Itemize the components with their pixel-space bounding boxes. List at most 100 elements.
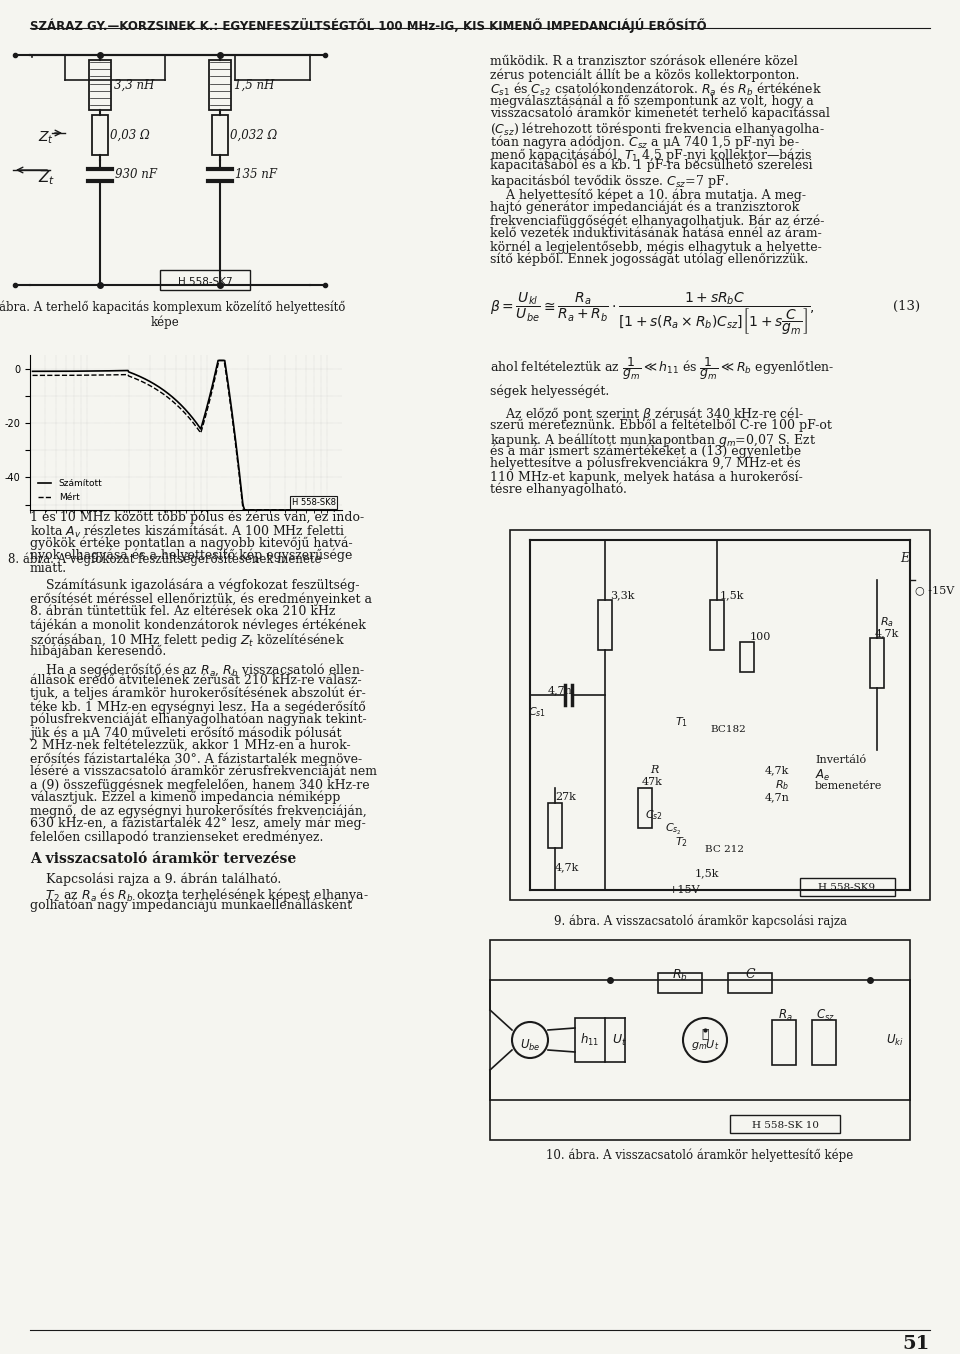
Text: $R_a$: $R_a$ — [880, 615, 894, 628]
Számított — [27, 363, 38, 379]
Text: állások eredő átvitelének zérusát 210 kHz-re válasz-: állások eredő átvitelének zérusát 210 kH… — [30, 674, 362, 686]
Text: H 558-SK7: H 558-SK7 — [178, 278, 232, 287]
Text: ①: ① — [701, 1029, 708, 1041]
Mért — [274, 502, 285, 519]
Text: golhatóan nagy impedanciájú munkaellenállásként: golhatóan nagy impedanciájú munkaellenál… — [30, 899, 352, 913]
Text: kapunk. A beállított munkapontban $g_m$=0,07 S. Ezt: kapunk. A beállított munkapontban $g_m$=… — [490, 431, 816, 450]
Text: bemenetére: bemenetére — [815, 781, 882, 791]
Text: $R_a$: $R_a$ — [778, 1007, 792, 1024]
Bar — [728, 974, 772, 992]
Text: 1,5k: 1,5k — [695, 868, 719, 877]
Text: léséré a visszacsatoló áramkör zérusfrekvenciáját nem: léséré a visszacsatoló áramkör zérusfrek… — [30, 765, 377, 779]
Text: $T_2$ az $R_a$ és $R_b$ okozta terhelésének képest elhanya-: $T_2$ az $R_a$ és $R_b$ okozta terhelésé… — [30, 886, 369, 904]
Text: H 558-SK 10: H 558-SK 10 — [752, 1121, 819, 1129]
Text: 8. ábra. A végfokozat feszültségerősítésének menete: 8. ábra. A végfokozat feszültségerősítés… — [9, 552, 322, 566]
Text: 4,7k: 4,7k — [765, 765, 789, 774]
Text: 0,032 Ω: 0,032 Ω — [230, 129, 277, 142]
Text: 1,5 nH: 1,5 nH — [234, 79, 275, 92]
Text: tésre elhanyagolható.: tésre elhanyagolható. — [490, 483, 627, 497]
Text: +15V: +15V — [669, 886, 701, 895]
Text: $Z_t$: $Z_t$ — [38, 130, 54, 146]
Text: miatt.: miatt. — [30, 562, 67, 575]
Text: 4,7n: 4,7n — [765, 792, 790, 802]
Text: erősítés fázistartaléka 30°. A fázistartalék megnöve-: erősítés fázistartaléka 30°. A fázistart… — [30, 751, 362, 765]
Mért — [321, 502, 332, 519]
Bar — [740, 642, 754, 672]
Text: $C_{s1}$: $C_{s1}$ — [528, 705, 546, 719]
Text: működik. R a tranzisztor szórások ellenére közel: működik. R a tranzisztor szórások ellené… — [490, 56, 798, 68]
Text: ahol feltételeztük az $\dfrac{1}{g_m} \ll h_{11}$ és $\dfrac{1}{g_m} \ll R_b$ eg: ahol feltételeztük az $\dfrac{1}{g_m} \l… — [490, 355, 834, 382]
Text: pólusfrekvenciáját elhanyagolhatóan nagynak tekint-: pólusfrekvenciáját elhanyagolhatóan nagy… — [30, 714, 367, 727]
Text: megválasztásánál a fő szempontunk az volt, hogy a: megválasztásánál a fő szempontunk az vol… — [490, 93, 814, 107]
Bar — [638, 788, 652, 829]
Text: és a már ismert számértékeket a (13) egyenletbe: és a már ismert számértékeket a (13) egy… — [490, 444, 802, 458]
Text: választjuk. Ezzel a kimenő impedancia némiképp: választjuk. Ezzel a kimenő impedancia né… — [30, 791, 341, 804]
Bar — [772, 1020, 796, 1066]
Text: $C_{s1}$ és $C_{s2}$ csatolókondenzátorok. $R_a$ és $R_b$ értékének: $C_{s1}$ és $C_{s2}$ csatolókondenzátoro… — [490, 81, 822, 97]
Text: szórásában, 10 MHz felett pedig $Z_t$ közelítésének: szórásában, 10 MHz felett pedig $Z_t$ kö… — [30, 631, 345, 649]
Text: 1 és 10 MHz között több pólus és zérus van, ez indo-: 1 és 10 MHz között több pólus és zérus v… — [30, 510, 364, 524]
Text: $T_1$: $T_1$ — [675, 715, 688, 728]
Text: 9. ábra. A visszacsatoló áramkör kapcsolási rajza: 9. ábra. A visszacsatoló áramkör kapcsol… — [554, 915, 847, 929]
Text: BC182: BC182 — [710, 724, 746, 734]
Bar — [730, 1114, 840, 1133]
Text: $C_{s_2}$: $C_{s_2}$ — [665, 822, 682, 837]
Text: zérus potenciált állít be a közös kollektorponton.: zérus potenciált állít be a közös kollek… — [490, 68, 800, 81]
Text: 1,5k: 1,5k — [720, 590, 745, 600]
Text: $U_t$: $U_t$ — [612, 1033, 627, 1048]
Mért — [205, 387, 217, 403]
Text: menő kapacitásából, $T_1$ 4,5 pF-nyi kollektor—bázis: menő kapacitásából, $T_1$ 4,5 pF-nyi kol… — [490, 146, 812, 164]
Text: BC 212: BC 212 — [705, 845, 744, 854]
Text: $g_m U_t$: $g_m U_t$ — [691, 1039, 719, 1052]
Text: $R_b$: $R_b$ — [672, 968, 688, 983]
Text: 10. ábra. A visszacsatoló áramkör helyettesítő képe: 10. ábra. A visszacsatoló áramkör helyet… — [546, 1148, 853, 1162]
Text: sítő képből. Ennek jogosságát utólag ellenőrizzük.: sítő képből. Ennek jogosságát utólag ell… — [490, 253, 808, 267]
Számított — [326, 502, 338, 519]
Mért — [171, 397, 182, 413]
Text: 630 kHz-en, a fázistartalék 42° lesz, amely már meg-: 630 kHz-en, a fázistartalék 42° lesz, am… — [30, 816, 366, 830]
Text: C: C — [745, 968, 755, 982]
Text: E: E — [900, 552, 909, 565]
Text: (13): (13) — [893, 301, 920, 313]
Számított — [274, 502, 285, 519]
Text: kolta $A_v$ részletes kiszámítását. A 100 MHz feletti: kolta $A_v$ részletes kiszámítását. A 10… — [30, 523, 346, 540]
Text: jük és a μA 740 műveleti erősítő második pólusát: jük és a μA 740 műveleti erősítő második… — [30, 726, 342, 739]
Text: szerű méreteznünk. Ebből a feltételből C-re 100 pF-ot: szerű méreteznünk. Ebből a feltételből C… — [490, 418, 832, 432]
Mért — [326, 502, 338, 519]
Bar — [209, 60, 231, 110]
Text: 110 MHz-et kapunk, melyek hatása a hurokerősí-: 110 MHz-et kapunk, melyek hatása a hurok… — [490, 470, 803, 483]
Text: 27k: 27k — [555, 792, 576, 802]
Text: körnél a legjelentősebb, mégis elhagytuk a helyette-: körnél a legjelentősebb, mégis elhagytuk… — [490, 240, 822, 253]
Text: H 558-SK8: H 558-SK8 — [292, 498, 336, 506]
Text: tóan nagyra adódjon. $C_{sz}$ a μA 740 1,5 pF-nyi be-: tóan nagyra adódjon. $C_{sz}$ a μA 740 1… — [490, 133, 800, 152]
Bar — [212, 115, 228, 154]
Text: $T_2$: $T_2$ — [675, 835, 688, 849]
Text: 3,3k: 3,3k — [610, 590, 635, 600]
Text: ($C_{sz}$) létrehozott törésponti frekvencia elhanyagolha-: ($C_{sz}$) létrehozott törésponti frekve… — [490, 121, 825, 138]
Text: $A_e$: $A_e$ — [815, 768, 830, 783]
Text: visszacsatoló áramkör kimenetét terhelő kapacitással: visszacsatoló áramkör kimenetét terhelő … — [490, 107, 829, 121]
Text: hajtó generátor impedanciáját és a tranzisztorok: hajtó generátor impedanciáját és a tranz… — [490, 200, 800, 214]
Text: SZÁRAZ GY.—KORZSINEK K.: EGYENFESZÜLTSÉGTŐL 100 MHz-IG, KIS KIMENŐ IMPEDANCIÁJÚ : SZÁRAZ GY.—KORZSINEK K.: EGYENFESZÜLTSÉG… — [30, 18, 707, 32]
Bar — [160, 269, 250, 290]
Számított — [169, 391, 180, 408]
Text: $C_{s2}$: $C_{s2}$ — [645, 808, 663, 822]
Text: Az előző pont szerint $\beta$ zérusát 340 kHz-re cél-: Az előző pont szerint $\beta$ zérusát 34… — [490, 405, 804, 422]
Text: 3,3 nH: 3,3 nH — [114, 79, 155, 92]
Text: kapacitásából és a kb. 1 pF-ra becsülhető szerelési: kapacitásából és a kb. 1 pF-ra becsülhet… — [490, 158, 812, 172]
Bar — [510, 529, 930, 900]
Számított — [321, 502, 332, 519]
Text: Ha a segéderősítő és az $R_a$, $R_b$ visszacsatoló ellen-: Ha a segéderősítő és az $R_a$, $R_b$ vis… — [30, 661, 365, 678]
Text: erősítését méréssel ellenőriztük, és eredményeinket a: erősítését méréssel ellenőriztük, és ere… — [30, 592, 372, 605]
Text: $Z_t$: $Z_t$ — [38, 168, 56, 187]
Text: 8. ábrán tüntettük fel. Az eltérések oka 210 kHz: 8. ábrán tüntettük fel. Az eltérések oka… — [30, 605, 335, 617]
Line: Mért: Mért — [33, 360, 332, 510]
Bar — [548, 803, 562, 848]
Text: Invertáló: Invertáló — [815, 756, 866, 765]
Text: $\beta = \dfrac{U_{kl}}{U_{be}} \cong \dfrac{R_a}{R_a + R_b} \cdot \dfrac{1 + sR: $\beta = \dfrac{U_{kl}}{U_{be}} \cong \d… — [490, 290, 815, 337]
Text: A helyettesítő képet a 10. ábra mutatja. A meg-: A helyettesítő képet a 10. ábra mutatja.… — [490, 188, 806, 202]
Text: 0,03 Ω: 0,03 Ω — [110, 129, 150, 142]
Text: tájékán a monolit kondenzátorok névleges értékének: tájékán a monolit kondenzátorok névleges… — [30, 617, 366, 631]
Text: ○ -15V: ○ -15V — [915, 585, 954, 594]
Text: kapacitásból tevődik össze. $C_{sz}$=7 pF.: kapacitásból tevődik össze. $C_{sz}$=7 p… — [490, 172, 729, 190]
